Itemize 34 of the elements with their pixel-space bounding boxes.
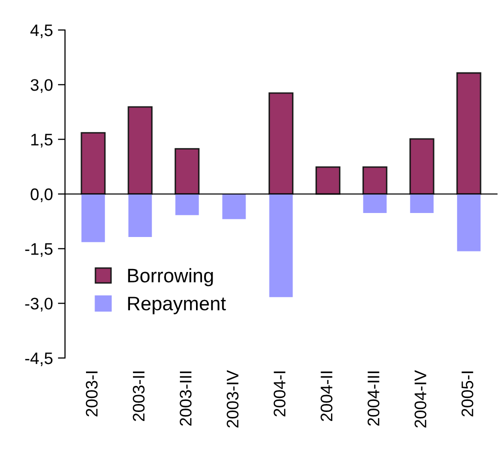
bar (268, 92, 294, 195)
y-tick-label: 3,0 (30, 79, 53, 93)
bar (363, 194, 387, 213)
x-tick-label: 2003-IV (226, 370, 239, 428)
bar (175, 194, 199, 216)
x-tick-label: 2004-I (274, 372, 286, 416)
x-tick-label: 2004-III (368, 372, 380, 426)
x-tick-label: 2004-IV (414, 370, 426, 428)
bar (362, 166, 388, 195)
y-tick-label: 1,5 (31, 134, 52, 148)
y-tick-label: -3,0 (25, 298, 53, 312)
bar (269, 194, 293, 298)
x-tick-label: 2003-III (180, 372, 192, 426)
x-tick-label: 2003-I (86, 372, 98, 416)
bar (222, 194, 246, 220)
bar (128, 106, 153, 195)
legend-label: Repayment (128, 296, 226, 314)
y-tick-label: 0,0 (30, 188, 53, 202)
x-tick-label: 2005-I (462, 372, 474, 416)
y-tick-label: 4,5 (30, 24, 52, 38)
bar (410, 194, 434, 213)
bar (456, 72, 482, 195)
legend-label: Borrowing (128, 268, 213, 286)
y-tick-label: -4,5 (25, 352, 52, 366)
bar (81, 194, 105, 242)
bar (128, 194, 152, 238)
bar (409, 138, 434, 195)
bar (80, 132, 106, 195)
bar (457, 194, 481, 252)
x-tick-label: 2004-II (320, 372, 332, 422)
bar (174, 148, 200, 195)
bar (316, 166, 340, 195)
y-tick-label: -1,5 (25, 243, 52, 257)
x-tick-label: 2003-II (132, 372, 145, 422)
